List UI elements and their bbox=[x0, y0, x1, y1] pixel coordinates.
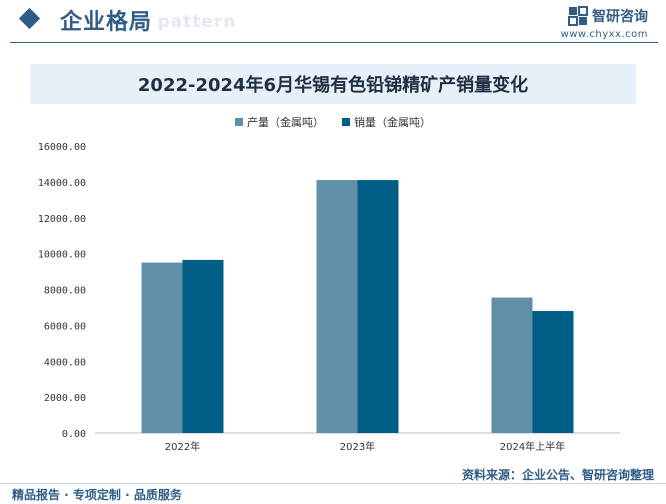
data-source-note: 资料来源：企业公告、智研咨询整理 bbox=[461, 468, 654, 482]
brand-url: www.chyxx.com bbox=[560, 29, 648, 40]
y-tick-label: 2000.00 bbox=[44, 393, 86, 404]
bar-production bbox=[316, 180, 358, 433]
bar-sales bbox=[532, 311, 574, 433]
chart-title: 2022-2024年6月华锡有色铅锑精矿产销量变化 bbox=[137, 75, 529, 96]
brand-name: 智研咨询 bbox=[592, 9, 648, 25]
x-tick-label: 2024年上半年 bbox=[500, 440, 565, 453]
y-tick-label: 12000.00 bbox=[38, 214, 86, 225]
bar-sales bbox=[357, 180, 399, 433]
bar-production bbox=[491, 297, 533, 433]
x-tick-label: 2023年 bbox=[340, 440, 375, 453]
legend-swatch-sales bbox=[342, 118, 350, 126]
brand-logo[interactable]: 智研咨询 www.chyxx.com bbox=[561, 6, 648, 40]
page-header: e pattern 企业格局 智研咨询 www.chyxx.com bbox=[0, 0, 666, 44]
footer-divider bbox=[0, 483, 666, 484]
footer-slogan: 精品报告 · 专项定制 · 品质服务 bbox=[12, 488, 182, 502]
bar-production bbox=[141, 262, 183, 433]
legend-swatch-production bbox=[235, 118, 243, 126]
y-tick-label: 8000.00 bbox=[44, 286, 86, 297]
y-tick-label: 4000.00 bbox=[44, 357, 86, 368]
page-footer: 资料来源：企业公告、智研咨询整理 精品报告 · 专项定制 · 品质服务 bbox=[0, 466, 666, 504]
legend-item-production: 产量（金属吨） bbox=[235, 114, 324, 130]
section-title: 企业格局 bbox=[60, 10, 153, 35]
bar-sales bbox=[182, 259, 224, 433]
section-watermark: e pattern bbox=[138, 12, 237, 32]
legend-label-production: 产量（金属吨） bbox=[247, 116, 324, 129]
y-tick-label: 0.00 bbox=[62, 429, 86, 440]
legend-item-sales: 销量（金属吨） bbox=[342, 114, 431, 130]
brand-logo-icon bbox=[568, 6, 588, 26]
header-divider bbox=[10, 42, 658, 43]
y-tick-label: 10000.00 bbox=[38, 250, 86, 261]
y-tick-label: 6000.00 bbox=[44, 321, 86, 332]
legend-label-sales: 销量（金属吨） bbox=[354, 116, 431, 129]
y-tick-label: 16000.00 bbox=[38, 142, 86, 153]
chart-legend: 产量（金属吨） 销量（金属吨） bbox=[0, 114, 666, 130]
y-tick-label: 14000.00 bbox=[38, 178, 86, 189]
chart-title-bar: 2022-2024年6月华锡有色铅锑精矿产销量变化 bbox=[30, 64, 636, 104]
x-tick-label: 2022年 bbox=[165, 440, 200, 453]
